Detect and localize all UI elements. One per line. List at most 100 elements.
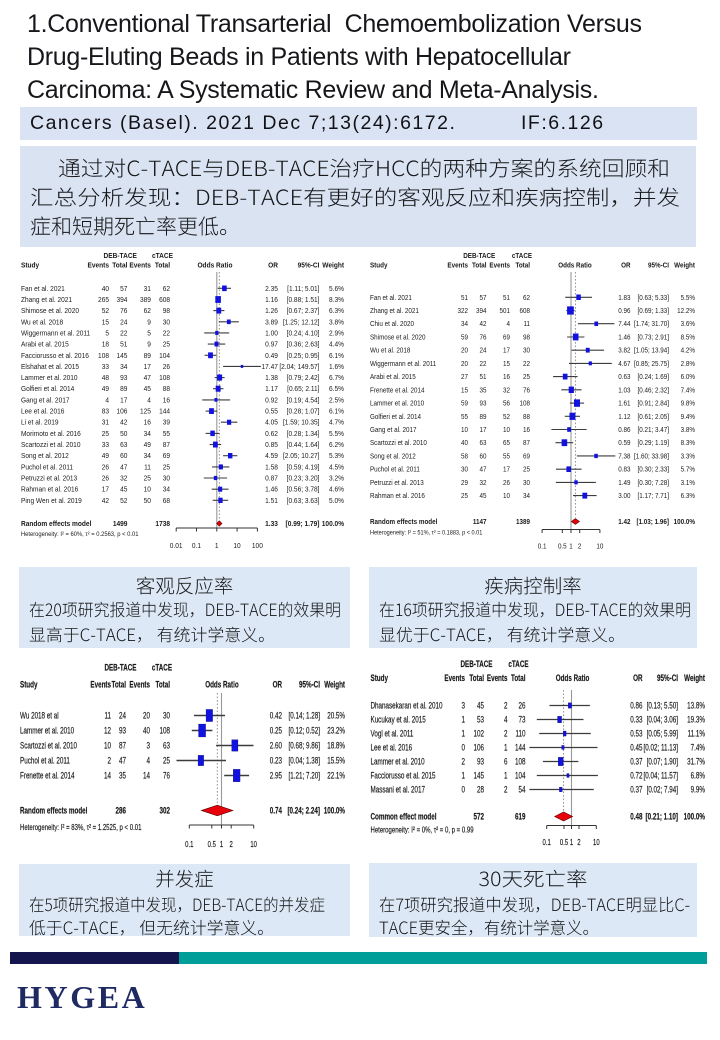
svg-text:26: 26	[163, 364, 171, 371]
svg-text:9: 9	[147, 319, 151, 326]
svg-text:6.1%: 6.1%	[329, 408, 344, 415]
svg-text:45: 45	[144, 386, 152, 393]
svg-text:69: 69	[503, 334, 510, 341]
svg-text:8.3%: 8.3%	[681, 440, 695, 447]
svg-text:[0.67; 2.37]: [0.67; 2.37]	[287, 308, 320, 315]
svg-text:cTACE: cTACE	[512, 253, 533, 260]
svg-text:Facciorusso et al. 2016: Facciorusso et al. 2016	[21, 353, 89, 360]
svg-text:42: 42	[480, 321, 487, 328]
svg-text:Morimoto et al. 2016: Morimoto et al. 2016	[21, 431, 81, 438]
svg-text:Vogl et al. 2011: Vogl et al. 2011	[371, 728, 414, 738]
svg-text:[0.13; 5.50]: [0.13; 5.50]	[647, 700, 678, 710]
svg-text:286: 286	[116, 805, 127, 815]
svg-text:Events: Events	[487, 673, 508, 683]
svg-text:[0.24; 4.10]: [0.24; 4.10]	[287, 330, 320, 337]
svg-text:Total: Total	[155, 262, 170, 269]
svg-text:2: 2	[578, 543, 582, 550]
svg-text:17: 17	[120, 397, 128, 404]
svg-text:0.53: 0.53	[630, 728, 642, 738]
svg-text:[0.21; 3.47]: [0.21; 3.47]	[638, 427, 670, 434]
svg-text:0.5: 0.5	[208, 839, 216, 849]
svg-text:93: 93	[119, 725, 126, 735]
svg-text:7.4%: 7.4%	[691, 742, 705, 752]
svg-text:6.0%: 6.0%	[681, 374, 695, 381]
svg-text:15.5%: 15.5%	[327, 755, 345, 765]
svg-text:26: 26	[102, 464, 110, 471]
svg-text:4: 4	[147, 397, 151, 404]
svg-text:4.05: 4.05	[265, 420, 278, 427]
svg-text:15: 15	[461, 387, 468, 394]
svg-text:0.23: 0.23	[270, 755, 282, 765]
svg-text:Total: Total	[112, 262, 127, 269]
svg-text:25: 25	[523, 466, 530, 473]
svg-text:Weight: Weight	[674, 262, 696, 269]
svg-text:Study: Study	[21, 262, 39, 269]
svg-text:2.35: 2.35	[265, 286, 278, 293]
svg-text:34: 34	[163, 487, 171, 494]
svg-text:98: 98	[163, 308, 171, 315]
svg-text:3.2%: 3.2%	[329, 475, 344, 482]
svg-text:45: 45	[480, 493, 487, 500]
svg-text:5.5%: 5.5%	[329, 431, 344, 438]
svg-text:8.5%: 8.5%	[681, 334, 695, 341]
svg-text:389: 389	[140, 297, 151, 304]
svg-text:4.59: 4.59	[265, 453, 278, 460]
svg-text:572: 572	[473, 811, 483, 821]
svg-text:59: 59	[461, 334, 468, 341]
svg-text:Events: Events	[447, 262, 468, 269]
svg-text:DEB-TACE: DEB-TACE	[104, 662, 136, 672]
svg-text:53: 53	[477, 714, 484, 724]
svg-text:Random effects model: Random effects model	[370, 519, 438, 526]
svg-text:1.51: 1.51	[265, 498, 278, 505]
svg-text:4.2%: 4.2%	[681, 347, 695, 354]
svg-text:4.7%: 4.7%	[329, 420, 344, 427]
svg-text:Scartozzi et al. 2010: Scartozzi et al. 2010	[21, 442, 81, 449]
svg-text:[0.19; 4.54]: [0.19; 4.54]	[287, 397, 320, 404]
svg-text:3.8%: 3.8%	[329, 319, 344, 326]
svg-text:394: 394	[476, 308, 487, 315]
svg-text:14: 14	[143, 770, 151, 780]
svg-text:47: 47	[144, 375, 152, 382]
svg-text:1: 1	[570, 837, 573, 847]
svg-text:5.6%: 5.6%	[329, 286, 344, 293]
svg-text:6.8%: 6.8%	[691, 770, 705, 780]
svg-text:1: 1	[215, 543, 219, 550]
svg-text:33: 33	[102, 364, 110, 371]
svg-text:87: 87	[523, 440, 530, 447]
svg-text:Heterogeneity: I² = 60%, τ² =: Heterogeneity: I² = 60%, τ² = 0.2563, p …	[21, 532, 139, 538]
svg-text:501: 501	[500, 308, 511, 315]
svg-text:33: 33	[102, 442, 110, 449]
svg-text:10: 10	[503, 427, 510, 434]
svg-text:[0.85; 25.75]: [0.85; 25.75]	[634, 361, 669, 368]
svg-text:Random effects model: Random effects model	[21, 521, 92, 528]
svg-text:10: 10	[233, 543, 241, 550]
svg-text:608: 608	[159, 297, 170, 304]
svg-text:1.12: 1.12	[618, 414, 631, 421]
svg-text:608: 608	[520, 308, 531, 315]
svg-text:49: 49	[102, 453, 110, 460]
svg-text:32: 32	[503, 387, 510, 394]
svg-text:Total: Total	[515, 262, 530, 269]
svg-text:52: 52	[503, 414, 510, 421]
svg-text:[0.56; 3.78]: [0.56; 3.78]	[287, 487, 320, 494]
svg-text:69: 69	[163, 453, 171, 460]
svg-text:Kucukay et al. 2015: Kucukay et al. 2015	[371, 714, 426, 724]
svg-text:20: 20	[143, 710, 150, 720]
svg-text:10: 10	[503, 493, 510, 500]
svg-text:32: 32	[480, 480, 487, 487]
svg-text:5.7%: 5.7%	[681, 466, 695, 473]
svg-text:25: 25	[163, 341, 171, 348]
svg-text:[1.25; 12.12]: [1.25; 12.12]	[283, 319, 320, 326]
svg-text:11: 11	[104, 710, 111, 720]
svg-text:[0.14; 1.28]: [0.14; 1.28]	[289, 710, 320, 720]
svg-text:619: 619	[515, 811, 526, 821]
svg-text:30: 30	[523, 347, 530, 354]
svg-text:52: 52	[120, 498, 128, 505]
svg-text:0.92: 0.92	[265, 397, 278, 404]
svg-text:[0.02; 7.94]: [0.02; 7.94]	[647, 784, 678, 794]
svg-text:23.2%: 23.2%	[327, 725, 345, 735]
svg-text:1.16: 1.16	[265, 297, 278, 304]
svg-text:45: 45	[477, 700, 484, 710]
svg-text:0.74: 0.74	[270, 805, 283, 815]
svg-text:Frenette et al. 2014: Frenette et al. 2014	[370, 387, 425, 394]
